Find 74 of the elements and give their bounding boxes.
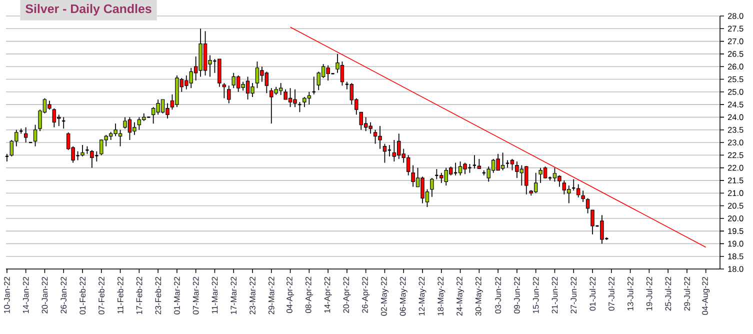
y-tick-label: 22.5 xyxy=(728,152,744,158)
y-tick-label: 21.5 xyxy=(728,178,744,184)
x-tick-label: 12-May-22 xyxy=(418,276,426,316)
y-tick-label: 25.0 xyxy=(728,88,744,95)
y-tick-label: 24.5 xyxy=(728,102,744,108)
x-tick-label: 04-Apr-22 xyxy=(286,276,294,313)
candlestick xyxy=(576,184,580,198)
candlestick xyxy=(505,160,510,168)
x-tick-label: 19-Jul-22 xyxy=(646,276,652,310)
x-tick-label: 21-Jun-22 xyxy=(552,276,558,314)
y-tick-label: 26.0 xyxy=(728,64,744,70)
x-tick-label: 29-Mar-22 xyxy=(268,276,274,314)
x-tick-label: 11-Mar-22 xyxy=(212,276,218,314)
candlestick xyxy=(581,190,585,202)
y-tick-label: 18.0 xyxy=(728,266,744,272)
x-tick-label: 17-Mar-22 xyxy=(230,276,237,314)
y-tick-label: 25.5 xyxy=(728,76,744,82)
x-tick-label: 26-Apr-22 xyxy=(362,276,370,313)
x-tick-label: 17-Feb-22 xyxy=(136,276,142,314)
x-tick-label: 20-Jan-22 xyxy=(42,276,48,314)
y-tick-label: 27.5 xyxy=(728,26,744,32)
y-tick-label: 27.0 xyxy=(728,38,744,44)
y-tick-label: 20.5 xyxy=(728,202,744,209)
x-tick-label: 27-Jun-22 xyxy=(570,276,577,314)
candlestick xyxy=(430,177,434,198)
x-tick-label: 10-Jan-22 xyxy=(4,276,10,314)
candlestick xyxy=(90,150,94,168)
candlestick xyxy=(222,82,226,99)
x-tick-label: 07-Mar-22 xyxy=(192,276,199,314)
x-tick-label: 24-May-22 xyxy=(456,276,464,316)
candlestick xyxy=(298,102,302,113)
x-tick-label: 02-May-22 xyxy=(380,276,388,316)
candlestick xyxy=(382,143,387,164)
candlestick xyxy=(510,158,514,171)
x-tick-label: 23-Mar-22 xyxy=(250,276,256,314)
x-tick-label: 01-Mar-22 xyxy=(174,276,180,314)
x-tick-label: 06-May-22 xyxy=(400,276,408,316)
x-tick-label: 14-Jan-22 xyxy=(22,276,29,314)
candlestick xyxy=(472,154,477,170)
x-tick-label: 09-Jun-22 xyxy=(514,276,520,314)
y-tick-label: 23.0 xyxy=(728,140,744,146)
y-tick-label: 20.0 xyxy=(728,215,744,222)
x-tick-label: 08-Apr-22 xyxy=(305,276,313,313)
y-tick-label: 23.5 xyxy=(728,126,744,133)
x-tick-label: 26-Jan-22 xyxy=(60,276,67,314)
candlestick xyxy=(586,198,590,214)
x-tick-label: 01-Feb-22 xyxy=(79,276,86,314)
y-tick-label: 19.0 xyxy=(728,240,744,247)
x-tick-label: 30-May-22 xyxy=(475,276,483,316)
x-tick-label: 01-Jul-22 xyxy=(589,276,596,311)
x-tick-label: 03-Jun-22 xyxy=(495,276,501,314)
candlestick xyxy=(227,85,231,104)
x-tick-label: 23-Feb-22 xyxy=(155,276,162,314)
chart-title: Silver - Daily Candles xyxy=(26,4,152,16)
x-tick-label: 29-Jul-22 xyxy=(684,276,690,311)
x-tick-label: 07-Jul-22 xyxy=(608,276,614,311)
x-tick-label: 14-Apr-22 xyxy=(324,276,332,313)
y-tick-label: 21.0 xyxy=(728,190,744,196)
y-tick-label: 22.0 xyxy=(728,164,744,171)
x-tick-label: 13-Jul-22 xyxy=(627,276,634,310)
x-tick-label: 15-Jun-22 xyxy=(532,276,539,314)
y-tick-label: 28.0 xyxy=(728,13,744,19)
x-tick-label: 07-Feb-22 xyxy=(98,276,104,314)
x-tick-label: 25-Jul-22 xyxy=(665,276,672,311)
y-tick-label: 19.5 xyxy=(728,228,744,234)
y-tick-label: 26.5 xyxy=(728,51,744,57)
x-tick-label: 20-Apr-22 xyxy=(343,276,351,313)
x-tick-label: 04-Aug-22 xyxy=(702,276,710,315)
x-tick-label: 18-May-22 xyxy=(438,276,446,316)
candlestick xyxy=(33,124,38,147)
y-tick-label: 24.0 xyxy=(728,114,744,120)
x-tick-label: 11-Feb-22 xyxy=(117,276,124,314)
candlestick xyxy=(24,126,28,143)
y-tick-label: 18.5 xyxy=(728,253,744,260)
